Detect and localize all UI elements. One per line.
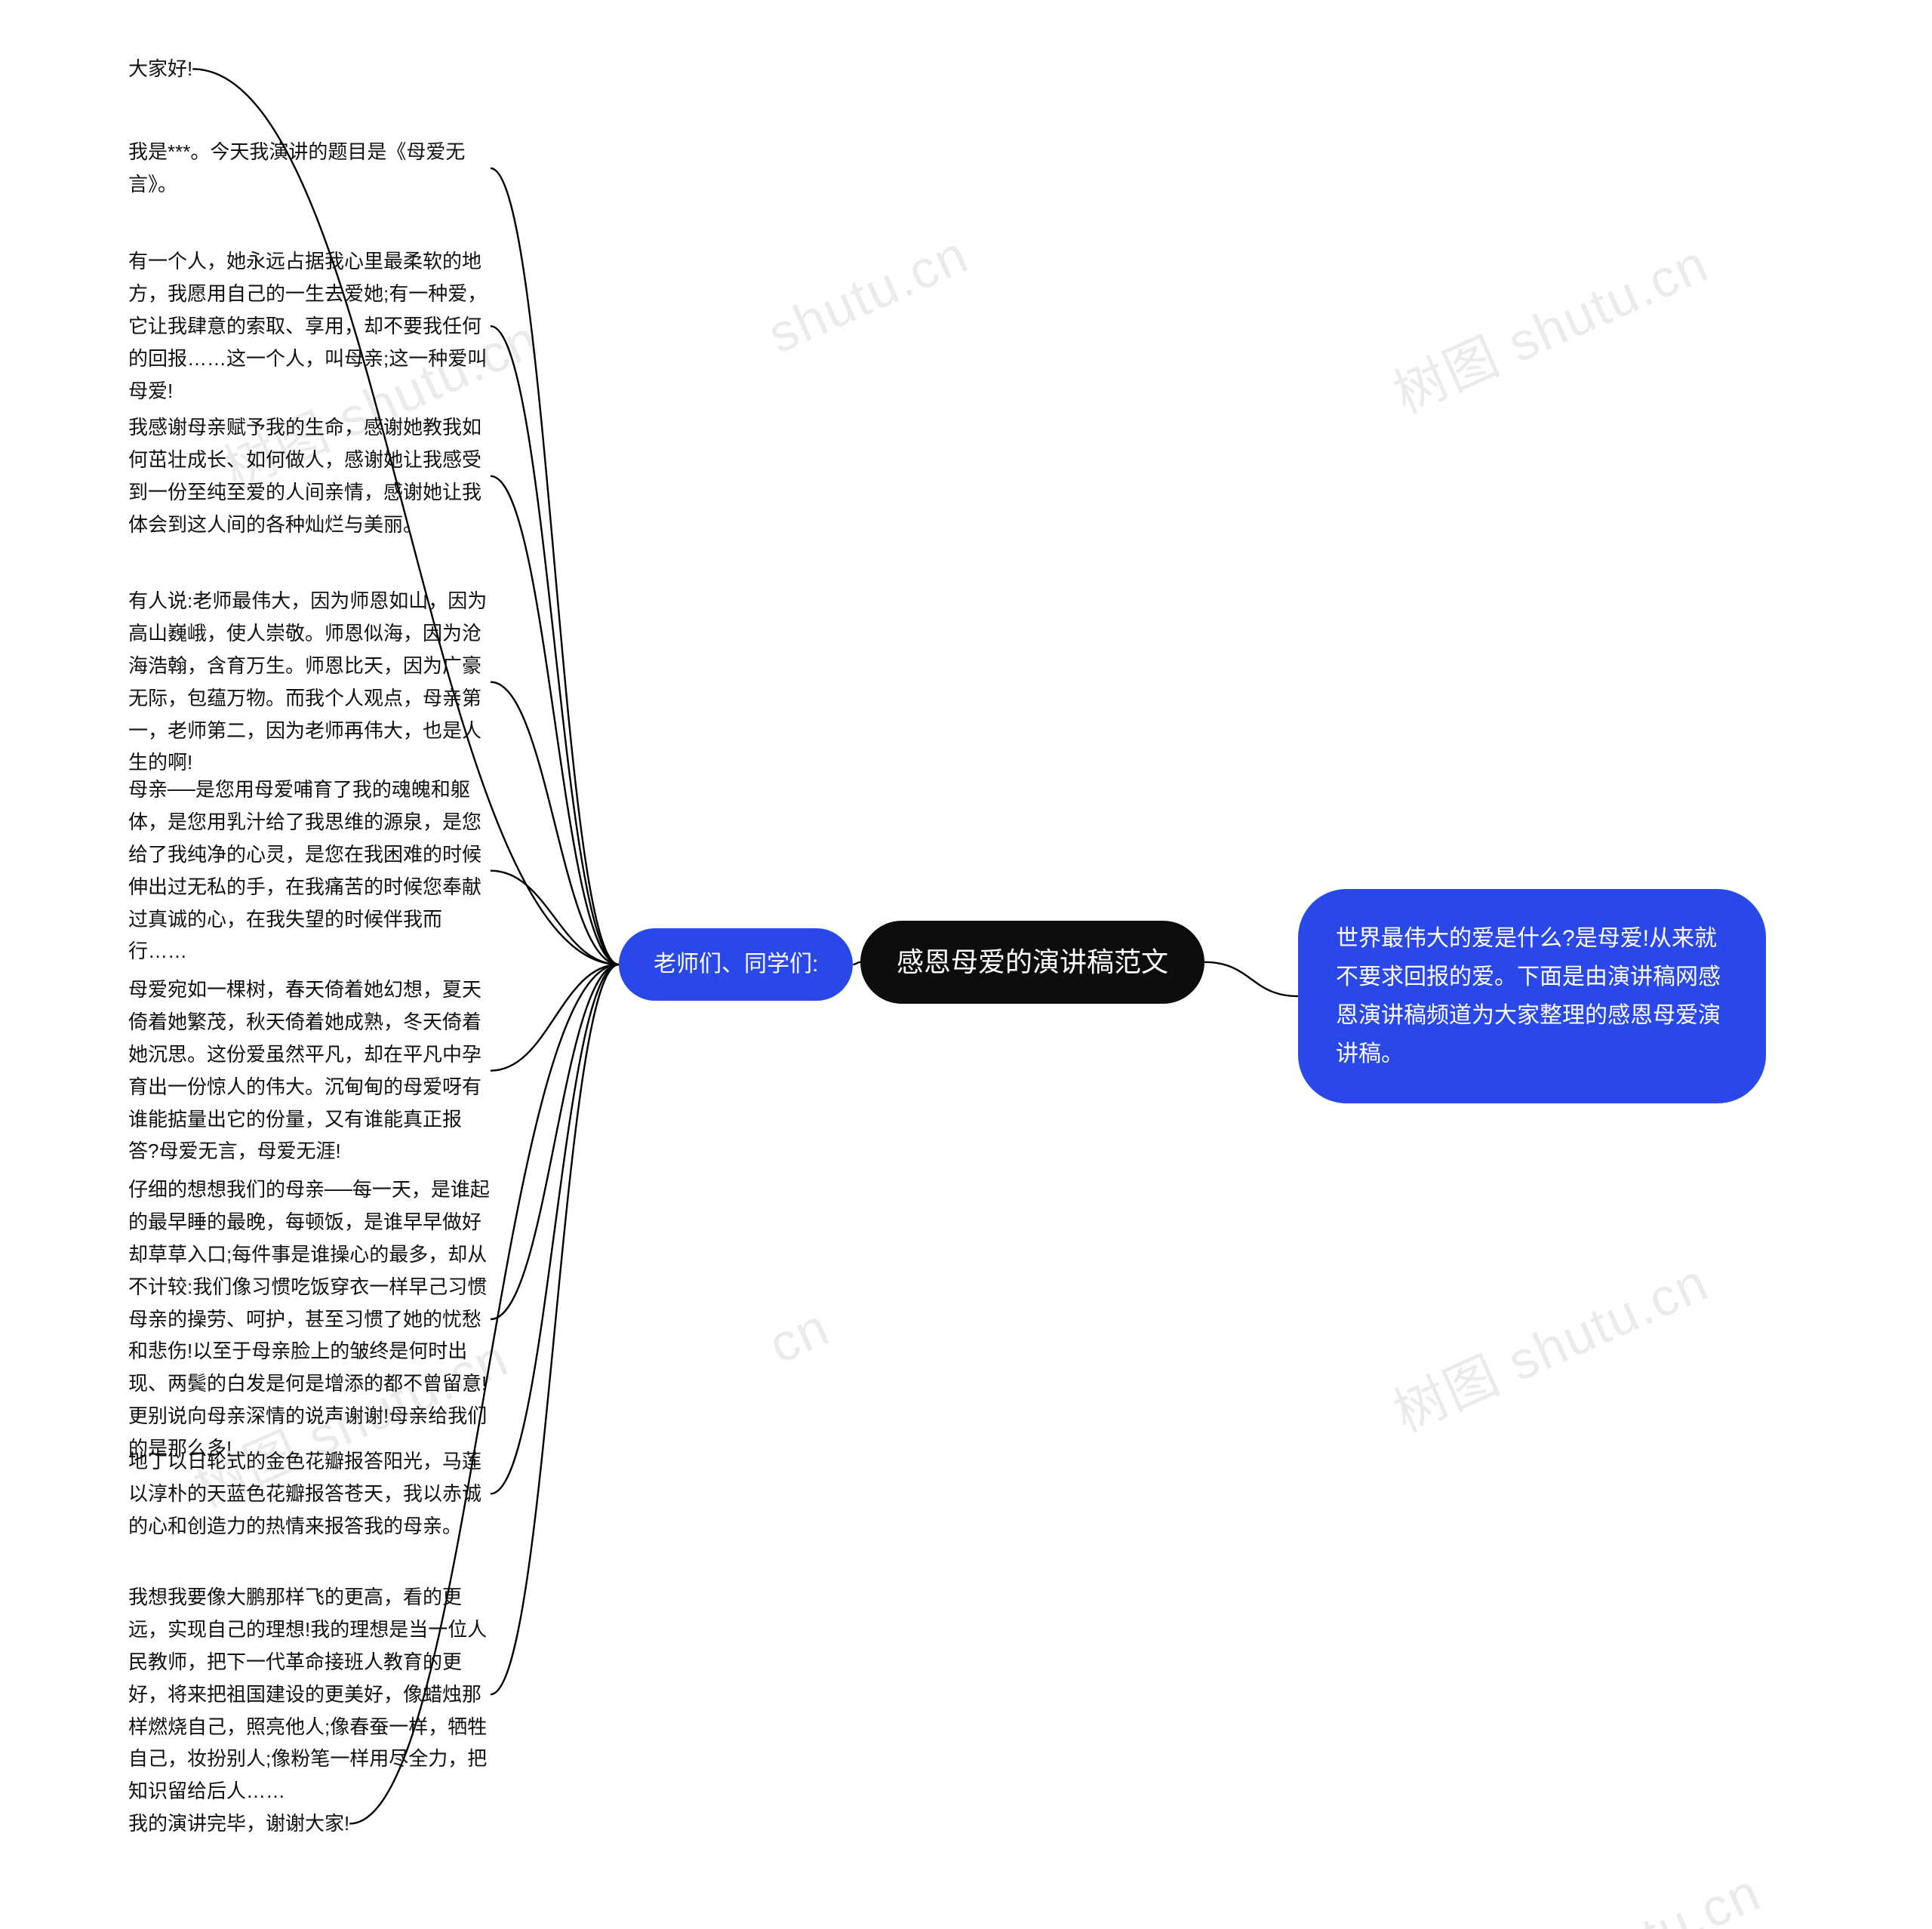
leaf-node[interactable]: 有一个人，她永远占据我心里最柔软的地方，我愿用自己的一生去爱她;有一种爱，它让我… <box>128 245 491 407</box>
leaf-node[interactable]: 我的演讲完毕，谢谢大家! <box>128 1807 349 1840</box>
leaf-node[interactable]: 母亲──是您用母爱哺育了我的魂魄和躯体，是您用乳汁给了我思维的源泉，是您给了我纯… <box>128 774 491 968</box>
leaf-node[interactable]: 仔细的想想我们的母亲──每一天，是谁起的最早睡的最晚，每顿饭，是谁早早做好却草草… <box>128 1174 491 1465</box>
leaf-node[interactable]: 地丁以日轮式的金色花瓣报答阳光，马莲以淳朴的天蓝色花瓣报答苍天，我以赤诚的心和创… <box>128 1445 491 1543</box>
watermark-text: shutu.cn <box>284 1914 502 1929</box>
watermark-text: shutu.cn <box>759 223 977 365</box>
right-node[interactable]: 世界最伟大的爱是什么?是母爱!从来就不要求回报的爱。下面是由演讲稿网感恩演讲稿频… <box>1298 889 1766 1103</box>
watermark-text: cn <box>760 1297 838 1376</box>
left-parent-node[interactable]: 老师们、同学们: <box>619 928 853 1001</box>
leaf-node[interactable]: 有人说:老师最伟大，因为师恩如山，因为高山巍峨，使人崇敬。师恩似海，因为沧海浩翰… <box>128 585 491 779</box>
watermark-text: shutu.cn <box>1552 1861 1770 1929</box>
watermark-text: 树图 shutu.cn <box>1380 1241 1719 1448</box>
leaf-node[interactable]: 我感谢母亲赋予我的生命，感谢她教我如何茁壮成长、如何做人，感谢她让我感受到一份至… <box>128 411 491 541</box>
leaf-node[interactable]: 我是***。今天我演讲的题目是《母爱无言》。 <box>128 136 491 201</box>
mindmap-canvas: 感恩母爱的演讲稿范文 世界最伟大的爱是什么?是母爱!从来就不要求回报的爱。下面是… <box>0 0 1932 1929</box>
leaf-node[interactable]: 母爱宛如一棵树，春天倚着她幻想，夏天倚着她繁茂，秋天倚着她成熟，冬天倚着她沉思。… <box>128 974 491 1168</box>
leaf-node[interactable]: 我想我要像大鹏那样飞的更高，看的更远，实现自己的理想!我的理想是当一位人民教师，… <box>128 1581 491 1807</box>
root-node[interactable]: 感恩母爱的演讲稿范文 <box>860 921 1204 1004</box>
leaf-node[interactable]: 大家好! <box>128 53 192 85</box>
watermark-text: 树图 shutu.cn <box>1380 222 1719 429</box>
